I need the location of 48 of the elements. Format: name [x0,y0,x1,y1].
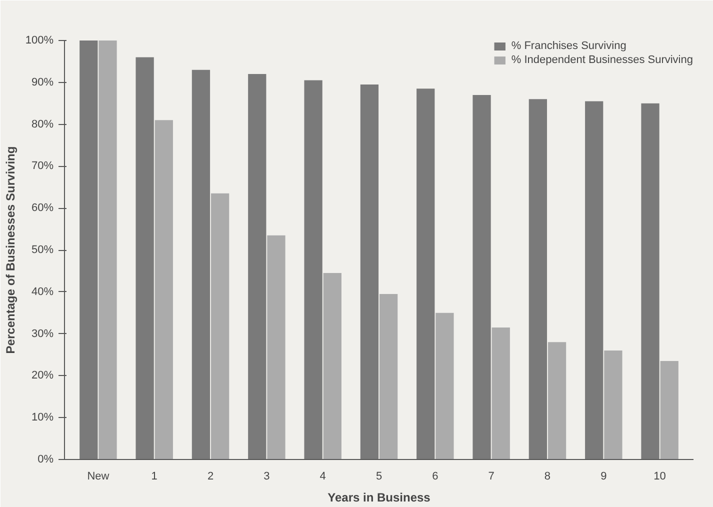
bar [472,94,491,460]
bar [660,361,678,460]
y-tick-label: 0% [38,454,54,466]
y-tick-label: 20% [31,370,54,382]
bar [492,328,510,460]
x-tick-label: 1 [151,470,158,482]
bar [210,193,230,460]
x-tick-label: 10 [654,470,666,482]
x-tick-label: 4 [320,470,326,482]
bar [528,99,548,460]
legend-label: % Franchises Surviving [511,40,626,52]
bar [379,294,398,460]
bar [641,103,660,460]
x-tick-label: 5 [376,470,382,482]
bar [416,88,435,460]
bar [323,273,342,460]
bar [154,120,173,460]
x-tick-label: 7 [488,470,494,482]
y-tick-label: 10% [31,412,54,424]
bar [360,84,379,460]
bar [80,40,98,460]
x-tick-label: 9 [600,470,607,482]
y-tick-label: 100% [25,34,54,46]
x-tick-label: 8 [544,470,551,482]
bar [98,40,117,460]
bar [136,57,154,460]
x-tick-label: New [87,470,110,482]
y-tick-label: 70% [31,160,54,172]
bar [304,80,322,460]
y-tick-label: 40% [31,286,54,298]
bar [192,70,210,460]
bar [548,342,566,460]
y-axis-title: Percentage of Businesses Surviving [3,146,18,354]
bar [267,235,286,460]
x-axis-title: Years in Business [328,490,431,504]
bar [604,350,622,460]
bar [248,74,266,460]
bar [436,312,454,460]
legend-label: % Independent Businesses Surviving [511,54,693,66]
x-tick-label: 6 [432,470,438,482]
y-tick-label: 90% [31,76,54,88]
x-tick-label: 2 [207,470,214,482]
x-tick-label: 3 [264,470,270,482]
y-tick-label: 30% [31,328,54,340]
y-tick-label: 60% [31,202,54,214]
bar [585,101,604,460]
y-tick-label: 80% [31,118,54,130]
y-tick-label: 50% [31,244,54,256]
